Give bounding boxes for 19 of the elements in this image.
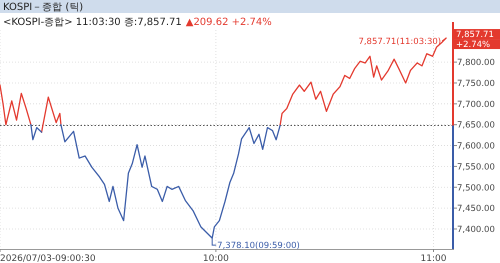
y-tick-label: 7,650.00 <box>457 120 495 131</box>
y-tick-label: 7,450.00 <box>457 204 495 214</box>
x-tick-label: 11:00 <box>420 254 447 263</box>
y-tick-label: 7,600.00 <box>457 142 495 152</box>
annotation: 7,857.71(11:03:30) <box>358 37 442 48</box>
x-tick-label: 10:00 <box>202 254 230 263</box>
text: +2.74% <box>456 40 490 50</box>
chart-title: KOSPI－종합 (틱) <box>3 2 84 13</box>
text: ▲209.62 +2.74% <box>186 17 272 28</box>
y-tick-label: 7,550.00 <box>457 162 495 172</box>
y-tick-label: 7,750.00 <box>457 78 495 89</box>
y-tick-label: 7,700.00 <box>457 100 495 110</box>
text: 7,857.71 <box>456 30 494 40</box>
y-tick-label: 7,500.00 <box>457 183 495 194</box>
chart-subtitle: <KOSPI-종합> 11:03:30 종:7,857.71 <box>3 17 182 28</box>
annotation: 7,378.10(09:59:00) <box>217 241 300 252</box>
y-tick-label: 7,400.00 <box>457 224 495 235</box>
y-tick-label: 7,800.00 <box>457 58 495 68</box>
x-tick-label: 2026/07/03-09:00:30 <box>0 254 96 263</box>
